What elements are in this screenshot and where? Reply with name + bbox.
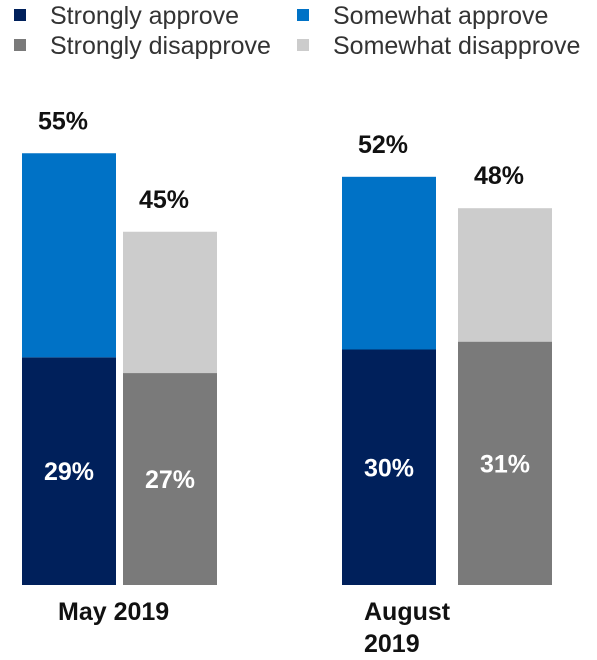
- legend-swatch-strongly-approve: [14, 9, 26, 22]
- legend-swatch-strongly-disapprove: [14, 39, 26, 52]
- data-label-strongly-disapprove-may-2019: 27%: [145, 466, 195, 494]
- legend-label-somewhat-approve: Somewhat approve: [333, 2, 549, 30]
- legend-label-somewhat-disapprove: Somewhat disapprove: [333, 32, 581, 60]
- category-label-may-2019: May 2019: [58, 598, 170, 626]
- legend-item-somewhat-disapprove: Somewhat disapprove: [297, 31, 580, 61]
- stacked-bar-chart: 29% 55% 27% 45% 30% 52% 31% 48%: [22, 107, 552, 585]
- legend-label-strongly-disapprove: Strongly disapprove: [50, 32, 271, 60]
- bar-strongly-disapprove-august-2019: [458, 341, 552, 585]
- legend-item-strongly-approve: Strongly approve: [14, 1, 239, 31]
- total-label-approve-august-2019: 52%: [358, 131, 408, 159]
- legend-item-somewhat-approve: Somewhat approve: [297, 1, 548, 31]
- legend-swatch-somewhat-disapprove: [297, 39, 309, 52]
- bar-strongly-disapprove-may-2019: [123, 373, 217, 585]
- data-label-strongly-disapprove-august-2019: 31%: [480, 450, 530, 478]
- legend-swatch-somewhat-approve: [297, 9, 309, 22]
- legend-item-strongly-disapprove: Strongly disapprove: [14, 31, 271, 61]
- chart-legend: Strongly approve Somewhat approve Strong…: [0, 0, 597, 70]
- data-label-strongly-approve-august-2019: 30%: [364, 454, 414, 482]
- legend-label-strongly-approve: Strongly approve: [50, 2, 240, 30]
- bar-somewhat-disapprove-august-2019: [458, 208, 552, 342]
- data-label-strongly-approve-may-2019: 29%: [44, 458, 94, 486]
- total-label-approve-may-2019: 55%: [38, 107, 88, 135]
- bar-somewhat-approve-august-2019: [342, 176, 436, 350]
- bar-somewhat-disapprove-may-2019: [123, 231, 217, 374]
- bar-strongly-approve-may-2019: [22, 357, 116, 585]
- total-label-disapprove-august-2019: 48%: [474, 162, 524, 190]
- category-label-august-2019: August 2019: [364, 598, 451, 658]
- bar-somewhat-approve-may-2019: [22, 153, 116, 358]
- bar-strongly-approve-august-2019: [342, 349, 436, 585]
- total-label-disapprove-may-2019: 45%: [139, 186, 189, 214]
